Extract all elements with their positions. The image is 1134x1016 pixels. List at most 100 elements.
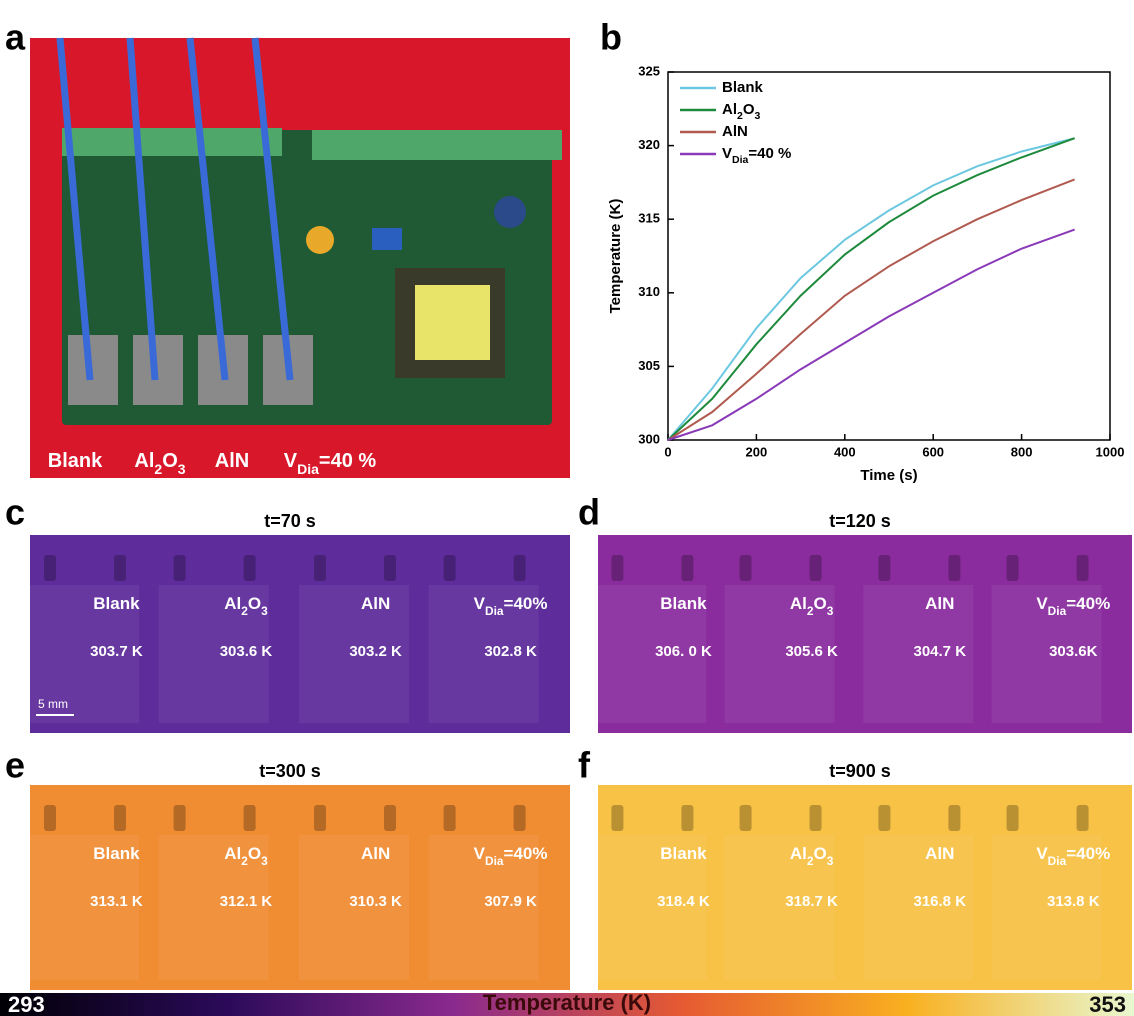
sample-name: Al2O3 [224, 594, 268, 618]
scale-bar-label: 5 mm [38, 697, 68, 711]
panel-title: t=70 s [264, 511, 316, 531]
panel-title: t=120 s [829, 511, 891, 531]
chip-pin [243, 555, 256, 581]
sample-name: Al2O3 [790, 844, 834, 868]
legend-label: VDia=40 % [722, 145, 791, 166]
sample-temperature: 303.6K [1049, 643, 1098, 660]
sample-temperature: 316.8 K [913, 893, 966, 910]
chip-shade [991, 585, 1102, 723]
sample-name: VDia=40% [474, 594, 548, 618]
chip-shade [724, 585, 835, 723]
chip-pin [443, 805, 456, 831]
line-series [667, 137, 1075, 441]
sample-name: VDia=40% [1036, 594, 1110, 618]
chip-pin [513, 805, 526, 831]
chip-shade [428, 835, 539, 980]
chip-shade [428, 585, 539, 723]
sample-temperature: 303.2 K [349, 643, 402, 660]
photo-label: AlN [215, 450, 249, 472]
chip-pin [809, 555, 822, 581]
sample-name: AlN [925, 844, 954, 863]
chip-pin [1076, 805, 1089, 831]
x-axis-label: Time (s) [860, 467, 917, 484]
colorbar-max: 353 [1089, 992, 1126, 1016]
photo-label: Blank [48, 450, 103, 472]
colorbar-label: Temperature (K) [483, 990, 651, 1015]
chip-pin [384, 555, 396, 581]
chip-pin [173, 555, 186, 581]
y-tick-label: 325 [638, 63, 660, 78]
chip-pin [513, 555, 526, 581]
thermal-image [598, 785, 1132, 990]
sample-name: VDia=40% [474, 844, 548, 868]
sample-temperature: 304.7 K [913, 643, 966, 660]
plot-frame [667, 71, 1111, 441]
x-tick-label: 600 [922, 444, 944, 459]
panel-label: d [578, 492, 600, 533]
chip-pin [314, 555, 326, 581]
thermal-image [30, 785, 570, 990]
chip-pin [948, 805, 961, 831]
y-tick-label: 300 [638, 431, 660, 446]
chip-pin [611, 555, 624, 581]
chip-pin [114, 555, 126, 581]
sample-temperature: 307.9 K [484, 893, 537, 910]
sample-name: AlN [361, 594, 390, 613]
chip-pin [739, 805, 752, 831]
chip-pin [611, 805, 624, 831]
chip-pin [1006, 555, 1019, 581]
sample-name: Blank [93, 844, 140, 863]
sample-name: AlN [361, 844, 390, 863]
sample-name: Blank [660, 594, 707, 613]
panel-label: b [600, 17, 622, 58]
chip-pin [314, 805, 326, 831]
y-tick-label: 320 [638, 137, 660, 152]
sample-name: Al2O3 [790, 594, 834, 618]
photo-label: Al2O3 [134, 450, 185, 476]
chip-pin [948, 555, 961, 581]
sample-name: VDia=40% [1036, 844, 1110, 868]
thermal-image [30, 535, 570, 733]
panel-label: a [5, 17, 26, 58]
chip-pin [809, 805, 822, 831]
y-axis-label: Temperature (K) [607, 199, 624, 314]
chip-pin [44, 555, 56, 581]
panel-label: e [5, 745, 25, 786]
line-series [667, 228, 1075, 441]
panel-title: t=300 s [259, 761, 321, 781]
chip-shade [29, 585, 139, 723]
chip-shade [863, 835, 974, 980]
chip-shade [299, 585, 409, 723]
photo [30, 37, 570, 478]
chip-shade [299, 835, 409, 980]
chip-shade [29, 835, 139, 980]
chip-shade [724, 835, 835, 980]
chip-pin [384, 805, 396, 831]
panel-title: t=900 s [829, 761, 891, 781]
chip-pin [1076, 555, 1089, 581]
legend-label: Blank [722, 79, 764, 96]
y-tick-label: 305 [638, 358, 660, 373]
sample-temperature: 318.4 K [657, 893, 710, 910]
chip-pin [173, 805, 186, 831]
sample-name: Blank [93, 594, 140, 613]
sample-temperature: 305.6 K [785, 643, 838, 660]
sample-temperature: 318.7 K [785, 893, 838, 910]
chip-pin [1006, 805, 1019, 831]
legend-label: Al2O3 [722, 101, 761, 122]
chip-pin [114, 805, 126, 831]
colorbar-min: 293 [8, 992, 45, 1016]
chip-pin [681, 555, 694, 581]
x-tick-label: 200 [746, 444, 768, 459]
chip-shade [596, 835, 707, 980]
y-tick-label: 315 [638, 211, 660, 226]
sample-temperature: 310.3 K [349, 893, 402, 910]
sample-temperature: 306. 0 K [655, 643, 712, 660]
chip-shade [596, 585, 707, 723]
chip-pin [739, 555, 752, 581]
legend-label: AlN [722, 123, 748, 140]
sample-name: Blank [660, 844, 707, 863]
photo-label: VDia=40 % [284, 450, 377, 476]
sample-temperature: 313.8 K [1047, 893, 1100, 910]
